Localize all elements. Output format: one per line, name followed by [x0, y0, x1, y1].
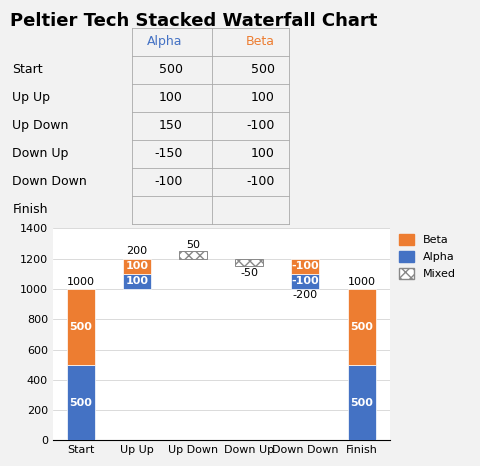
Bar: [347, 289, 375, 364]
Text: 500: 500: [349, 397, 372, 407]
Text: Alpha: Alpha: [147, 35, 182, 48]
Text: Down Up: Down Up: [12, 147, 69, 160]
Text: -100: -100: [291, 261, 319, 271]
Bar: [67, 289, 95, 364]
Text: -100: -100: [291, 276, 319, 286]
Legend: Beta, Alpha, Mixed: Beta, Alpha, Mixed: [398, 234, 455, 279]
Text: 500: 500: [158, 63, 182, 76]
Bar: [123, 259, 151, 274]
Text: -50: -50: [240, 267, 258, 278]
Text: 1000: 1000: [67, 277, 95, 287]
Text: 100: 100: [125, 261, 148, 271]
Bar: [67, 364, 95, 440]
Bar: [235, 259, 263, 266]
Text: Down Down: Down Down: [12, 175, 87, 188]
Text: 100: 100: [158, 91, 182, 104]
Text: 500: 500: [250, 63, 274, 76]
Text: -150: -150: [154, 147, 182, 160]
Text: 500: 500: [349, 322, 372, 332]
Text: 100: 100: [250, 147, 274, 160]
Bar: [123, 274, 151, 289]
Text: 500: 500: [70, 397, 92, 407]
Text: 100: 100: [250, 91, 274, 104]
Bar: [291, 274, 319, 289]
Text: -100: -100: [246, 175, 274, 188]
Text: 150: 150: [158, 119, 182, 132]
Text: Start: Start: [12, 63, 43, 76]
Text: 500: 500: [70, 322, 92, 332]
Bar: [179, 251, 207, 259]
Text: 50: 50: [186, 240, 200, 250]
Text: 100: 100: [125, 276, 148, 286]
Text: Up Down: Up Down: [12, 119, 69, 132]
Text: 200: 200: [126, 247, 147, 256]
Bar: [291, 259, 319, 274]
Text: -200: -200: [292, 290, 317, 301]
Text: -100: -100: [154, 175, 182, 188]
Text: Up Up: Up Up: [12, 91, 50, 104]
Text: Beta: Beta: [245, 35, 274, 48]
Text: Peltier Tech Stacked Waterfall Chart: Peltier Tech Stacked Waterfall Chart: [10, 12, 376, 30]
Text: -100: -100: [246, 119, 274, 132]
Text: 1000: 1000: [347, 277, 375, 287]
Text: Finish: Finish: [12, 203, 48, 216]
Bar: [347, 364, 375, 440]
